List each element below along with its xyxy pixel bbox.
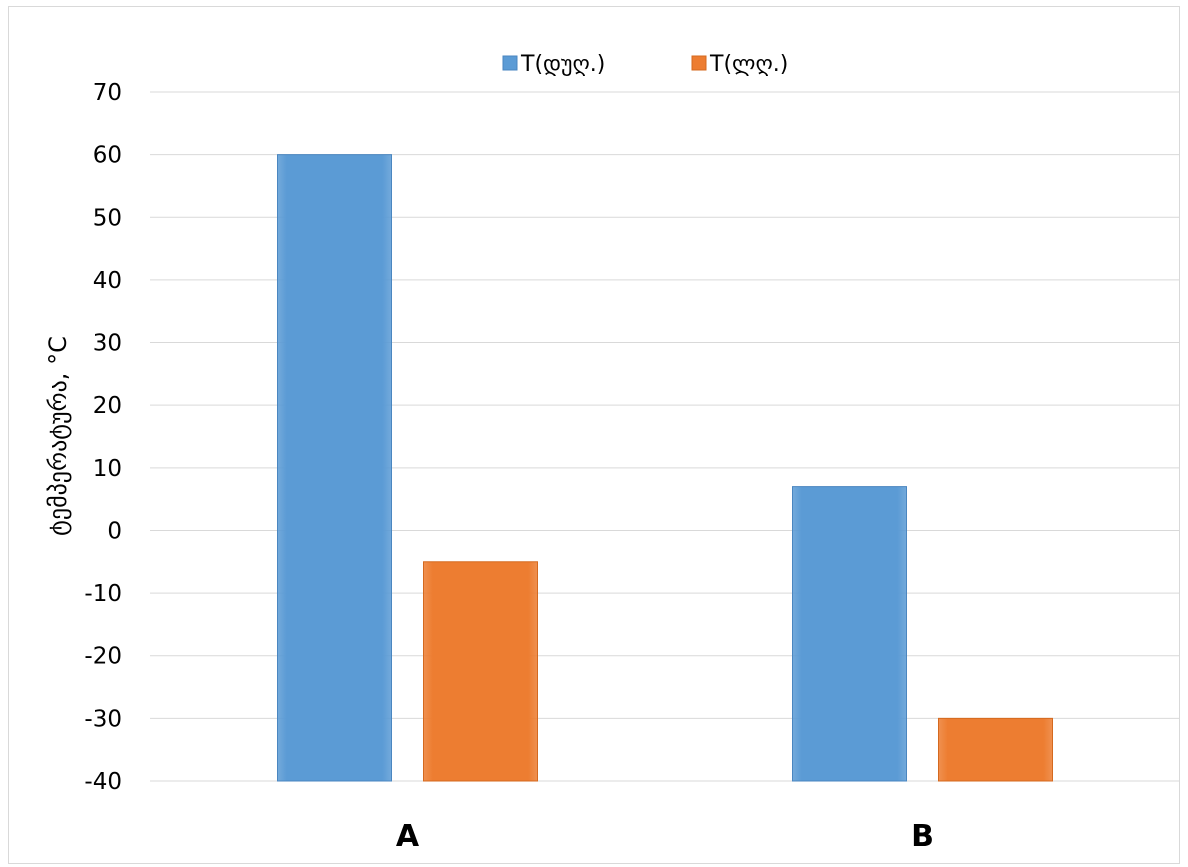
bar-A-series-2 <box>423 561 538 782</box>
y-tick-label: -10 <box>84 581 122 607</box>
bar-B-series-2 <box>938 717 1053 782</box>
y-tick-label: 0 <box>107 518 122 544</box>
y-axis-tick-labels: 70 60 50 40 30 20 10 0 -10 -20 -30 -40 <box>84 80 122 795</box>
legend-swatch <box>502 55 518 71</box>
y-tick-label: 60 <box>93 143 122 169</box>
y-tick-label: 20 <box>93 393 122 419</box>
y-tick-label: 40 <box>93 268 122 294</box>
y-tick-label: 70 <box>93 80 122 106</box>
y-tick-label: 50 <box>93 205 122 231</box>
legend-swatch <box>691 55 707 71</box>
x-category-label: A <box>396 819 420 854</box>
y-tick-label: -20 <box>84 644 122 670</box>
bar-B-series-1 <box>792 486 907 782</box>
y-tick-label: 30 <box>93 331 122 357</box>
y-axis-label: ტემპერატურა, °C <box>44 336 72 536</box>
y-tick-label: 10 <box>93 456 122 482</box>
bars <box>277 154 1053 782</box>
legend-label: T(ლღ.) <box>709 52 788 77</box>
y-tick-label: -30 <box>84 706 122 732</box>
legend: T(დუღ.) T(ლღ.) <box>502 52 788 77</box>
legend-label: T(დუღ.) <box>520 52 605 77</box>
y-tick-label: -40 <box>84 769 122 795</box>
x-category-label: B <box>911 819 934 854</box>
bar-A-series-1 <box>277 154 392 782</box>
